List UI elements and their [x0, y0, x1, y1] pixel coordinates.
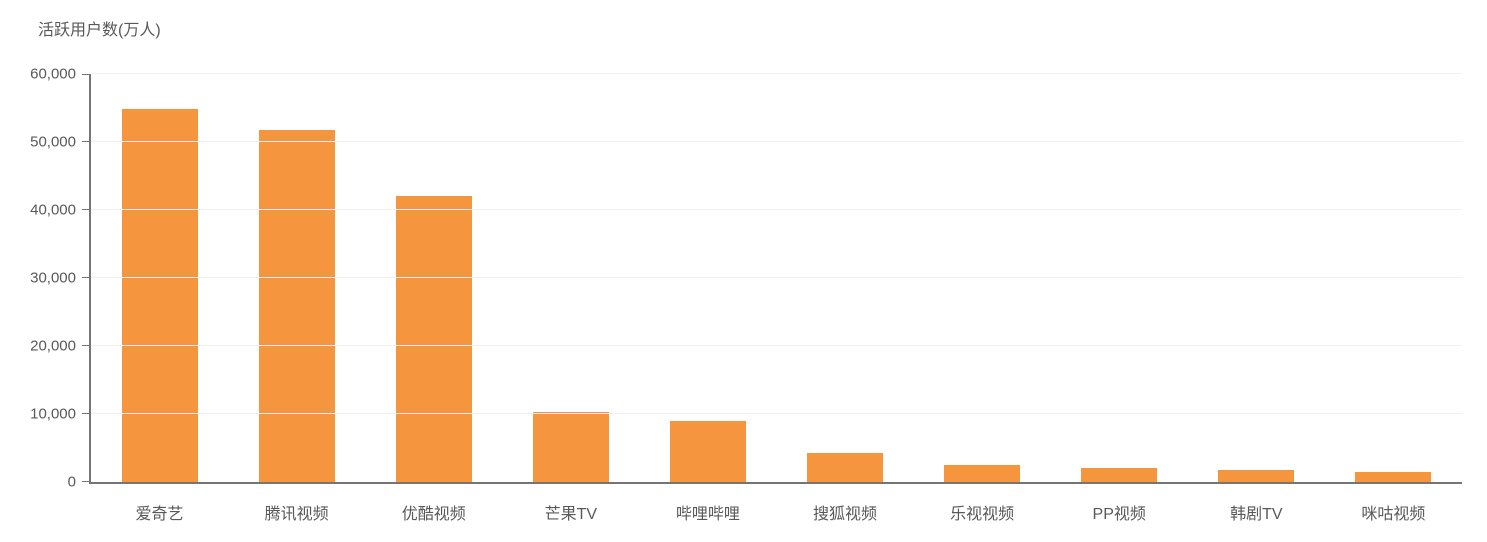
y-tick	[82, 208, 89, 210]
gridline	[91, 344, 1462, 346]
gridline	[91, 277, 1462, 278]
y-axis-label: 10,000	[30, 405, 76, 423]
x-axis-label: 腾讯视频	[264, 506, 329, 523]
y-axis-label: 60,000	[30, 65, 76, 83]
x-axis-label: 韩剧TV	[1230, 506, 1283, 523]
bar-slot	[1051, 74, 1188, 482]
gridline	[91, 140, 1462, 142]
y-tick	[82, 481, 89, 482]
bar-slot	[91, 74, 228, 482]
x-axis-label: 爱奇艺	[135, 506, 184, 523]
x-axis: 爱奇艺 腾讯视频 优酷视频 芒果TV 哔哩哔哩 搜狐视频 乐视视频 PP视频 韩剧TV 咪咕视频	[91, 500, 1462, 524]
bar-slot	[1188, 74, 1325, 482]
y-tick	[82, 277, 89, 278]
y-axis-label: 30,000	[30, 269, 76, 287]
y-axis-label: 20,000	[30, 337, 76, 355]
x-axis-label: 咪咕视频	[1361, 506, 1426, 523]
y-axis-label: 40,000	[30, 201, 76, 219]
y-tick	[82, 74, 89, 75]
y-tick	[82, 344, 89, 346]
bar-4	[532, 411, 609, 482]
bar-slot	[776, 74, 913, 482]
bar-8	[1081, 468, 1158, 482]
bar-6	[807, 453, 884, 482]
bar-9	[1218, 470, 1295, 482]
y-axis: 0 10,000 20,000 30,000 40,000 50,000 60,000	[0, 66, 76, 491]
gridline	[91, 208, 1462, 210]
x-axis-label: PP视频	[1092, 506, 1146, 523]
chart-title: 活跃用户数(万人)	[38, 22, 161, 39]
x-axis-label: 乐视视频	[950, 506, 1015, 523]
bar-slot	[365, 74, 502, 482]
bar-slot	[639, 74, 776, 482]
x-axis-label: 芒果TV	[544, 506, 598, 523]
bar-3	[395, 196, 472, 482]
y-axis-label: 50,000	[30, 133, 76, 151]
bars-row	[91, 74, 1462, 482]
bar-slot	[228, 74, 365, 482]
bar-7	[944, 465, 1021, 482]
y-tick	[82, 140, 89, 142]
bar-5	[669, 420, 746, 482]
y-tick	[82, 413, 89, 414]
bar-1	[121, 109, 198, 482]
bar-10	[1355, 472, 1432, 482]
gridline	[91, 413, 1462, 414]
gridline	[91, 73, 1462, 74]
bar-slot	[914, 74, 1051, 482]
bar-slot	[502, 74, 639, 482]
x-axis-label: 哔哩哔哩	[675, 506, 740, 523]
bar-slot	[1325, 74, 1462, 482]
x-axis-label: 搜狐视频	[813, 506, 878, 523]
y-axis-label: 0	[67, 473, 76, 491]
plot-area	[82, 73, 1462, 484]
x-axis-label: 优酷视频	[401, 506, 466, 523]
bar-2	[258, 129, 335, 482]
